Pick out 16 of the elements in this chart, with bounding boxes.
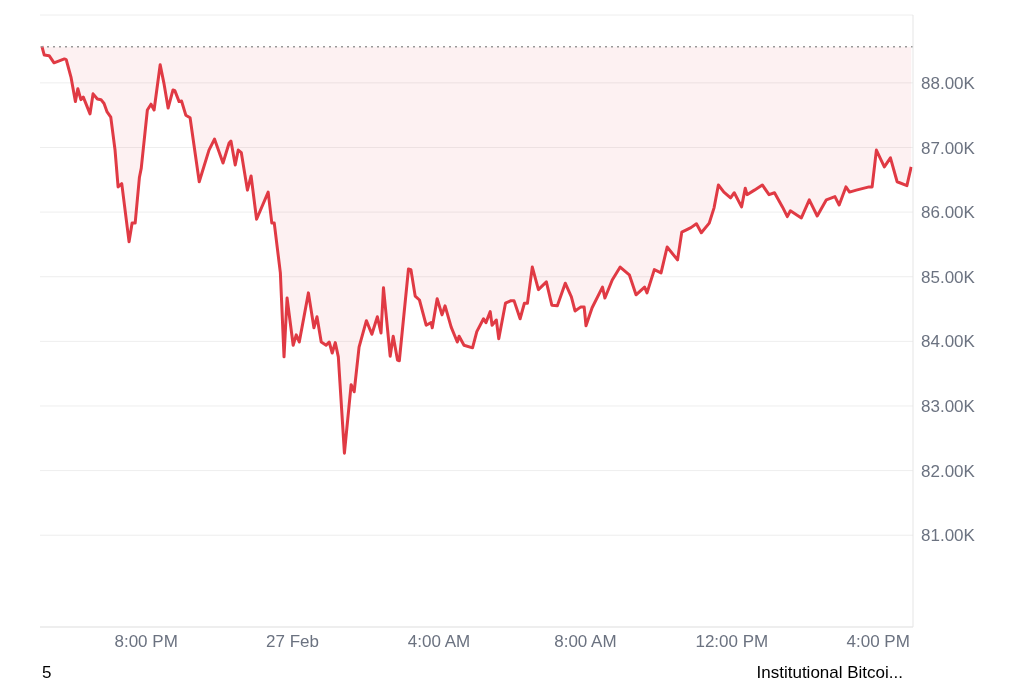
text: 5 <box>42 663 52 683</box>
x-tick-label: 4:00 PM <box>846 632 910 652</box>
x-tick-label: 8:00 AM <box>554 632 617 652</box>
y-tick-label: 81.00K <box>921 526 976 546</box>
x-tick-label: 12:00 PM <box>695 632 769 652</box>
y-tick-label: 82.00K <box>921 461 976 481</box>
y-tick-label: 83.00K <box>921 397 976 417</box>
y-tick-label: 85.00K <box>921 267 976 287</box>
x-tick-label: 8:00 PM <box>114 632 178 652</box>
x-tick-label: 27 Feb <box>266 632 320 652</box>
y-tick-label: 84.00K <box>921 332 976 352</box>
text: Institutional Bitcoi... <box>756 663 903 683</box>
y-tick-label: 88.00K <box>921 73 976 93</box>
x-tick-label: 4:00 AM <box>407 632 471 652</box>
y-tick-label: 87.00K <box>921 138 976 158</box>
y-tick-label: 86.00K <box>921 203 976 223</box>
